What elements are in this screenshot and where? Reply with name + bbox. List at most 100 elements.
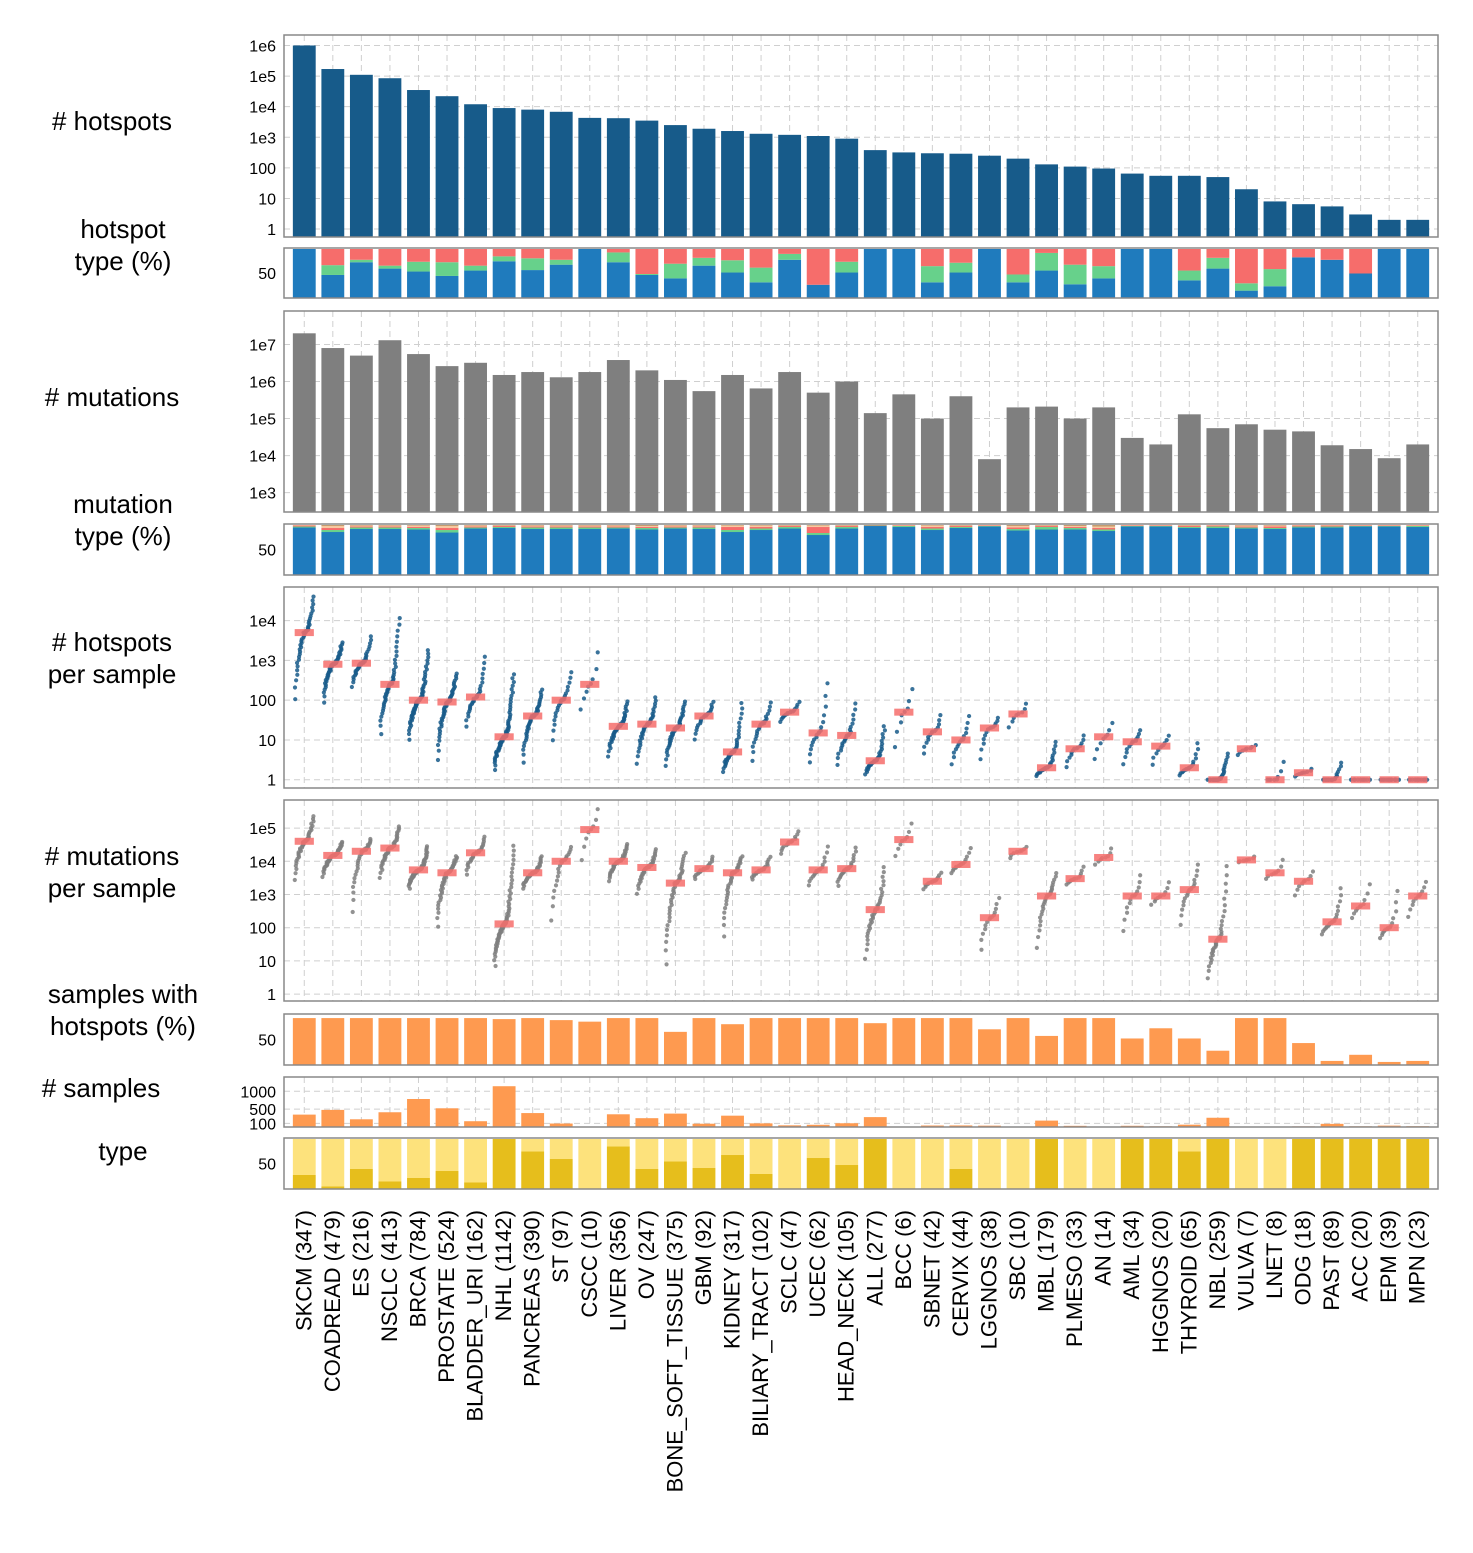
scatter-point [767,704,772,709]
x-tick-label: BCC (6) [891,1210,916,1289]
scatter-point [880,732,885,737]
stacked-bar-segment [606,1139,630,1147]
scatter-point [737,724,742,730]
stacked-bar-segment [1263,269,1287,287]
bar [920,418,944,512]
stacked-bar-segment [1092,1139,1116,1189]
x-tick-label: AML (34) [1119,1210,1144,1300]
bar [892,152,916,237]
x-tick-label: LGGNOS (38) [976,1210,1001,1349]
scatter-point [569,670,574,675]
scatter-point [1038,923,1043,928]
stacked-bar-segment [1292,1139,1315,1189]
scatter-point [1339,760,1344,765]
stacked-bar-segment [692,249,716,258]
scatter-point [751,749,756,755]
median-marker [951,736,971,744]
bar [721,131,744,237]
scatter-point [1338,886,1343,891]
scatter-point [350,909,355,915]
scatter-point [1334,912,1339,917]
stacked-bar-segment [606,526,630,528]
stacked-bar-segment [1292,525,1315,527]
bar [1035,406,1058,512]
bar [1006,1018,1030,1065]
bar [1263,1018,1287,1065]
stacked-bar-segment [863,249,887,298]
bar [549,111,573,237]
stacked-bar-segment [321,528,345,531]
scatter-point [1154,751,1159,756]
scatter-point [378,718,383,723]
bar [292,45,316,237]
scatter-point [797,699,802,704]
scatter-point [1165,885,1170,891]
scatter-point [379,714,384,719]
median-marker [437,869,457,877]
median-marker [1179,764,1199,772]
bar [721,1024,744,1065]
bar [578,1021,602,1065]
stacked-bar-segment [1320,249,1344,260]
scatter-point [294,660,300,665]
stacked-bar-segment [1292,249,1315,258]
bar [778,372,802,512]
stacked-bar-segment [464,1182,487,1189]
stacked-bar-segment [1406,249,1430,298]
scatter-point [394,644,399,649]
stacked-bar-segment [1263,526,1287,529]
stacked-bar-segment [1263,1139,1287,1189]
stacked-bar-segment [292,1175,316,1189]
scatter-point [1121,928,1126,934]
median-marker [408,696,429,704]
scatter-point [1052,877,1057,882]
scatter-point [997,895,1002,901]
median-marker [608,857,628,865]
bar [749,1018,773,1065]
scatter-point [311,601,316,607]
bar [1235,189,1258,237]
stacked-bar-segment [321,265,345,275]
scatter-point [909,821,914,826]
scatter-point [1225,754,1230,760]
y-tick-label: 50 [258,1033,276,1050]
stacked-bar-segment [435,526,459,529]
scatter-point [822,855,827,860]
stacked-bar-segment [635,529,659,575]
x-tick-label: NHL (1142) [491,1210,516,1321]
bar [863,150,887,237]
stacked-bar-segment [835,527,859,529]
scatter-point [779,851,784,856]
stacked-bar-segment [321,530,345,533]
stacked-bar-segment [1120,249,1144,298]
panel-hotspots: # hotspots 1 10 100 1e3 1e4 1e5 1e6 [52,34,1439,239]
row-label-samples: # samples [42,1073,161,1103]
stacked-bar-segment [1063,1139,1087,1189]
stacked-bar-segment [635,273,659,275]
panel-mutations: # mutations 1e3 1e4 1e5 1e6 1e7 [45,310,1439,513]
stacked-bar-segment [1006,274,1030,283]
stacked-bar-segment [464,526,487,528]
bar [892,1018,916,1065]
median-marker [694,712,714,720]
median-marker [922,728,942,736]
scatter-point [822,859,827,864]
x-tick-label: LNET (8) [1262,1210,1287,1299]
x-tick-label: GBM (92) [691,1210,716,1305]
scatter-point [993,906,999,912]
scatter-point [1338,764,1344,769]
row-label-mutations-per-sample: # mutations [45,841,179,871]
bar [1235,424,1258,512]
stacked-bar-segment [1206,268,1230,298]
x-tick-label: PROSTATE (524) [434,1210,459,1383]
scatter-point [425,658,430,663]
bar [635,370,659,512]
stacked-bar-segment [806,249,830,285]
scatter-point [898,720,904,725]
scatter-point [1338,893,1344,898]
stacked-bar-segment [492,256,516,262]
median-marker [551,696,571,704]
y-tick-label: 10 [258,954,276,971]
scatter-point [311,814,316,819]
stacked-bar-segment [892,249,916,298]
